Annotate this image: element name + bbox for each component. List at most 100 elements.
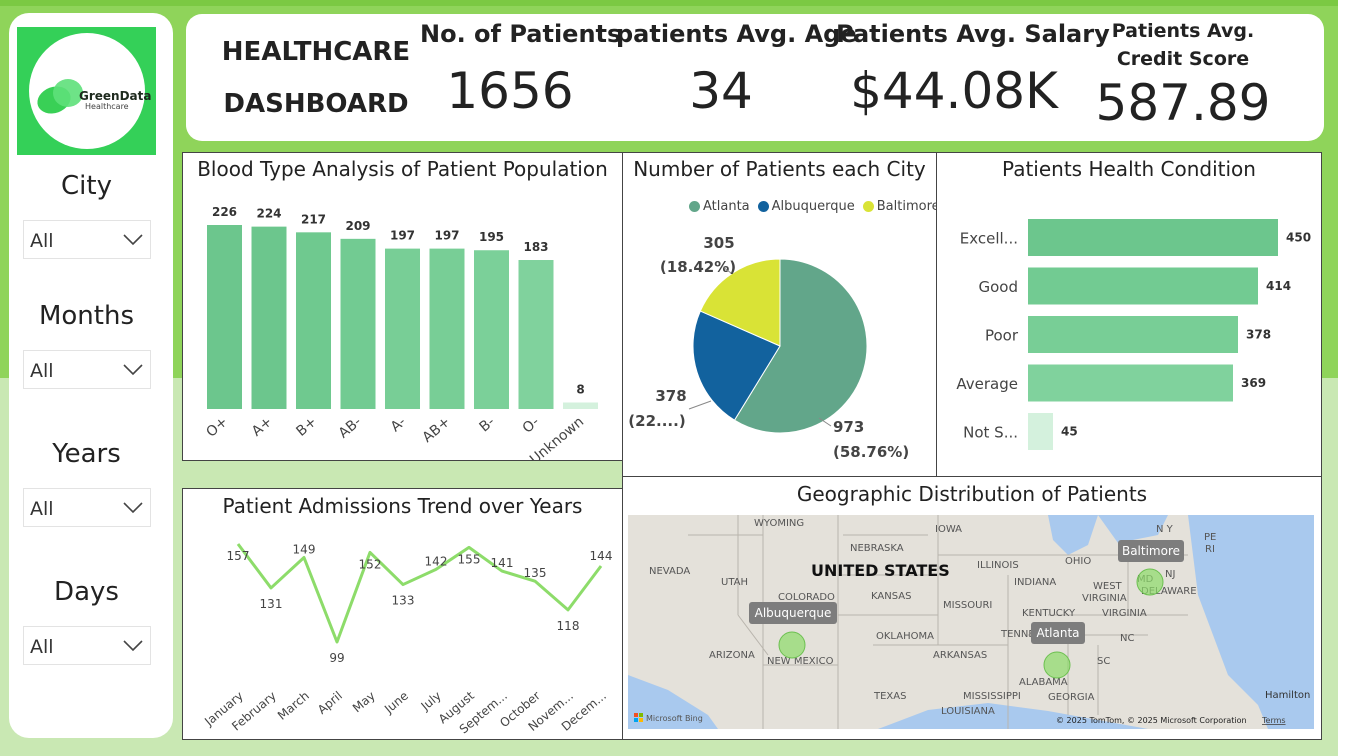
blood-category-label: B+ [293,414,320,440]
years-filter-dropdown[interactable]: All [23,488,151,527]
blood-bar-label: 183 [523,240,548,254]
months-filter-dropdown[interactable]: All [23,350,151,389]
pie-percent-label: (18.42%) [660,258,736,276]
blood-type-panel: Blood Type Analysis of Patient Populatio… [182,152,623,461]
trend-month-label: March [275,689,312,723]
city-panel: Number of Patients each City Atlanta Alb… [622,152,940,477]
chevron-down-icon [123,364,143,376]
blood-bar-label: 217 [301,212,326,226]
trend-month-label: May [350,689,378,716]
map-label: ILLINOIS [977,560,1019,571]
blood-bar [340,238,376,409]
brand-logo: GreenData Healthcare [17,27,156,155]
blood-category-label: A+ [249,414,276,440]
trend-point-label: 155 [458,552,481,566]
trend-point-label: 142 [425,554,448,568]
albuquerque-tooltip [749,602,837,624]
map-terms-link[interactable]: Terms [1261,716,1286,725]
admissions-trend-chart: 157January131February149March99April152M… [201,543,613,737]
health-condition-chart: 450 Excell... 414 Good 378 Poor 369 Average 45 No… [956,219,1311,450]
map-label: GEORGIA [1048,692,1095,703]
chevron-down-icon [123,640,143,652]
us-map[interactable]: WYOMING IOWA NEBRASKA NEVADA UTAH ILLINO… [628,515,1314,729]
kpi-salary-label: Patients Avg. Salary [836,20,1110,48]
city-filter-value: All [30,230,54,252]
map-label: NJ [1165,569,1175,580]
map-label: INDIANA [1014,577,1056,588]
health-bar-label: 450 [1286,231,1311,245]
days-filter-dropdown[interactable]: All [23,626,151,665]
geo-panel: Geographic Distribution of Patients [622,476,1322,740]
map-label: Hamilton [1265,690,1310,701]
brand-sub: Healthcare [85,102,129,111]
map-label: UTAH [721,577,748,588]
map-label: NEBRASKA [850,543,904,554]
health-bar-label: 45 [1061,425,1078,439]
legend-albuquerque-swatch [757,201,769,212]
blood-type-title: Blood Type Analysis of Patient Populatio… [197,157,608,181]
map-label: ALABAMA [1019,677,1068,688]
blood-bar-label: 197 [390,229,415,243]
months-filter-value: All [30,360,54,382]
pie-slice [692,310,781,421]
great-lake-michigan [1048,515,1098,555]
map-attribution: © 2025 TomTom, © 2025 Microsoft Corporat… [1056,716,1247,725]
trend-title: Patient Admissions Trend over Years [222,494,583,518]
bing-logo-icon-4 [639,718,643,722]
city-filter-label: City [61,171,112,201]
kpi-credit-label: Patients Avg. Credit Score [1111,20,1255,70]
blood-bar [518,260,554,409]
map-label: NEW MEXICO [767,656,834,667]
health-title: Patients Health Condition [1002,157,1256,181]
map-label: VIRGINIA [1102,608,1147,619]
kpi-salary-value: $44.08K [850,62,1058,120]
health-panel: Patients Health Condition 450 Excell... 41… [936,152,1322,477]
pie-value-label: 973 [833,418,864,436]
baltimore-marker[interactable] [1136,568,1164,596]
map-label: TEXAS [873,691,906,702]
blood-bar [563,402,598,409]
health-bar [1028,267,1258,305]
months-filter-label: Months [38,301,135,331]
filter-sidebar: GreenData Healthcare City All Months All… [9,13,173,738]
days-filter-value: All [30,636,54,658]
atlanta-marker[interactable] [1043,651,1071,679]
dashboard-title-line2: DASHBOARD [223,89,409,119]
city-filter-dropdown[interactable]: All [23,220,151,259]
great-lake-erie [1098,515,1168,543]
map-label: TENNESSEE [1000,629,1060,640]
blood-bar [474,250,509,409]
map-label: LOUISIANA [941,706,995,717]
legend-atlanta-swatch [689,201,700,212]
atlantic-ocean [1188,515,1314,729]
health-category-label: Poor [985,327,1019,345]
kpi-header: HEALTHCARE DASHBOARD No. of Patients 165… [186,14,1324,141]
legend-albuquerque: Albuquerque [771,199,855,214]
pie-value-label: 305 [703,234,734,252]
map-label: PE [1204,532,1216,543]
bing-label: Microsoft Bing [646,714,703,723]
dashboard-title: HEALTHCARE DASHBOARD [200,26,432,130]
kpi-patients-label: No. of Patients [420,20,622,48]
map-label: VIRGINIA [1082,593,1127,604]
health-bar-label: 369 [1241,376,1266,390]
city-pie-chart: 973 (58.76%) 378 (22....) 305 (18.42%) [628,234,909,461]
map-label: WYOMING [754,518,804,529]
map-country-label: UNITED STATES [811,561,950,580]
blood-category-label: A- [388,414,409,435]
health-bar [1028,413,1053,450]
blood-bar [296,232,331,409]
years-filter-label: Years [52,439,121,469]
baltimore-tooltip [1118,540,1184,562]
days-filter-label: Days [54,577,119,607]
kpi-patients-value: 1656 [446,62,574,120]
map-label: SC [1097,656,1110,667]
albuquerque-marker[interactable] [778,631,806,659]
trend-point-label: 144 [590,549,613,563]
pie-percent-label: (58.76%) [833,443,909,461]
map-label: ARKANSAS [933,650,987,661]
chevron-down-icon [123,502,143,514]
map-label: MISSOURI [943,600,992,611]
blood-bar-label: 197 [434,229,459,243]
blood-bar-label: 209 [345,219,370,233]
